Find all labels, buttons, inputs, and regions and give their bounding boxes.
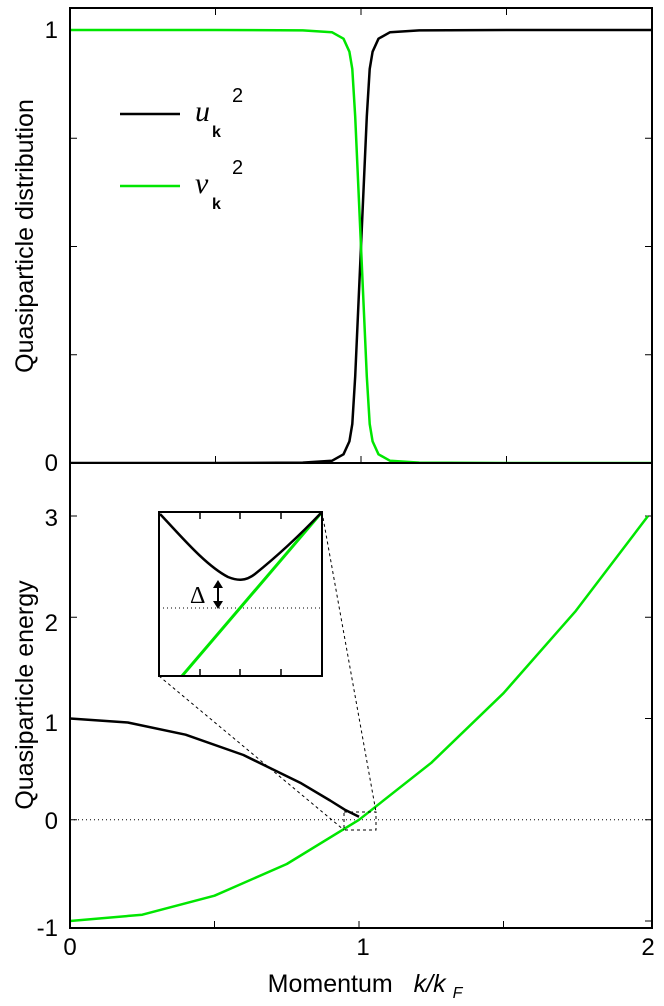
legend: u k 2 v k 2: [120, 85, 243, 213]
legend-label-u: u: [195, 95, 210, 128]
x-axis-label-sub: F: [453, 985, 464, 1002]
bot-xtick-label-1: 1: [356, 934, 369, 961]
top-series-group: [70, 28, 652, 463]
legend-sup-v: 2: [232, 157, 243, 179]
legend-label-v: v: [195, 167, 209, 200]
zoom-region-box: [343, 811, 377, 831]
inset-green-line: [180, 512, 322, 676]
bottom-series-group: [70, 515, 649, 923]
bot-y-axis-label: Quasiparticle energy: [11, 580, 39, 810]
bot-xtick-label-2: 2: [641, 934, 654, 961]
inset-frame: [158, 511, 323, 677]
x-axis-label-var: k/k: [414, 970, 447, 998]
inset-ticks: [199, 512, 282, 676]
bot-ytick-label-1: 0: [45, 808, 58, 835]
bottom-series-line-0: [70, 717, 360, 818]
zoom-connector-right: [321, 511, 377, 813]
top-ytick-label-0: 0: [45, 450, 58, 477]
top-ytick-label-1: 1: [45, 17, 58, 44]
bot-ytick-label-4: 3: [45, 505, 58, 532]
top-series-line-1: [70, 28, 652, 463]
bottom-series-line-1: [70, 515, 649, 923]
zoom-connectors: [158, 511, 377, 831]
top-panel: 0 1 Quasiparticle distribution u k 2 v k…: [11, 7, 653, 477]
legend-sub-u: k: [212, 124, 221, 141]
top-y-axis-label: Quasiparticle distribution: [11, 99, 39, 373]
bot-ytick-label-3: 2: [45, 610, 58, 637]
inset: Δ: [158, 511, 323, 677]
bot-ytick-label-0: -1: [37, 915, 58, 942]
bottom-plot-frame: [69, 462, 653, 929]
zoom-connector-left: [158, 675, 345, 831]
gap-arrow-icon: [213, 580, 223, 609]
inset-gap-label: Δ: [190, 583, 205, 609]
inset-black-curve: [159, 512, 322, 581]
top-gridticks: [70, 8, 652, 464]
inset-series-group: [159, 512, 322, 676]
bot-xtick-label-0: 0: [63, 934, 76, 961]
legend-sup-u: 2: [232, 85, 243, 107]
x-axis-label-text: Momentum: [268, 970, 393, 998]
bottom-gridticks: [70, 515, 652, 928]
x-axis-label: Momentum k/k F: [268, 970, 464, 1002]
bottom-panel: -1 0 1 2 3 0 1 2 Quasiparticle energy Mo…: [11, 462, 655, 1002]
legend-sub-v: k: [212, 196, 221, 213]
bot-ytick-label-2: 1: [45, 710, 58, 737]
